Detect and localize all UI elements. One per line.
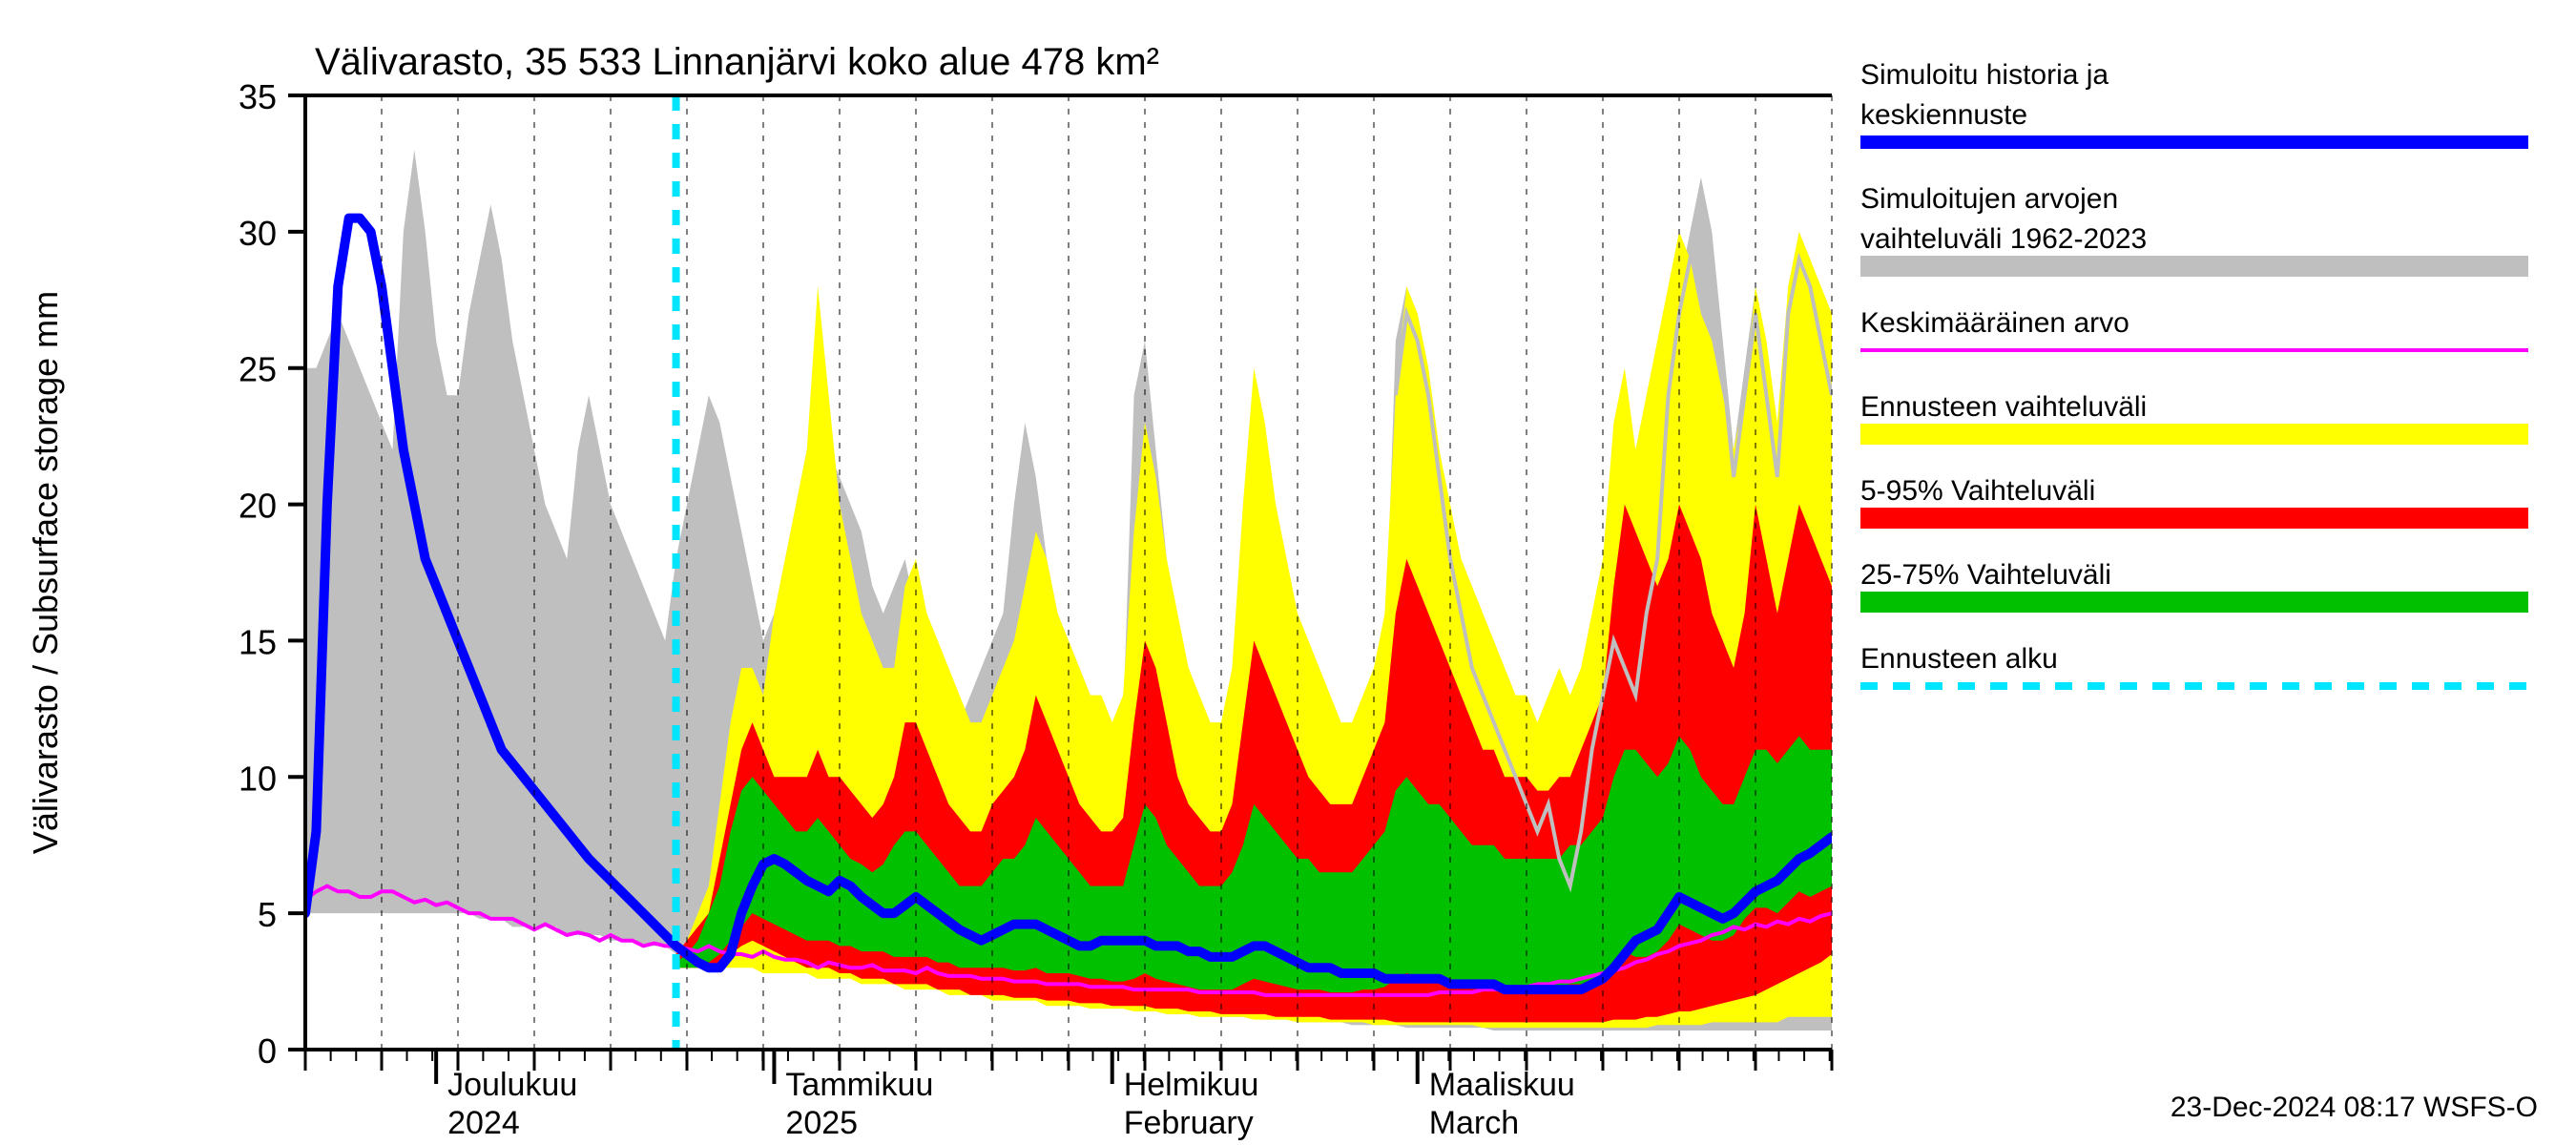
footer-timestamp: 23-Dec-2024 08:17 WSFS-O bbox=[2171, 1092, 2538, 1123]
chart-svg: 05101520253035Joulukuu2024Tammikuu2025He… bbox=[0, 0, 2576, 1145]
x-month-label: Helmikuu bbox=[1124, 1067, 1259, 1103]
legend-label: 5-95% Vaihteluväli bbox=[1860, 475, 2095, 507]
legend-label: vaihteluväli 1962-2023 bbox=[1860, 223, 2147, 255]
y-tick-label: 20 bbox=[239, 487, 277, 526]
y-tick-label: 30 bbox=[239, 214, 277, 253]
legend-label: Simuloitu historia ja bbox=[1860, 59, 2109, 91]
y-tick-label: 35 bbox=[239, 77, 277, 116]
legend-swatch bbox=[1860, 592, 2528, 613]
x-month-label: Maaliskuu bbox=[1429, 1067, 1575, 1103]
x-month-label: Tammikuu bbox=[785, 1067, 933, 1103]
y-tick-label: 25 bbox=[239, 350, 277, 389]
legend-label: Keskimääräinen arvo bbox=[1860, 307, 2129, 339]
y-tick-label: 15 bbox=[239, 622, 277, 661]
x-month-sublabel: February bbox=[1124, 1105, 1254, 1141]
x-month-sublabel: 2025 bbox=[785, 1105, 858, 1141]
y-tick-label: 10 bbox=[239, 759, 277, 798]
legend-label: Simuloitujen arvojen bbox=[1860, 183, 2118, 215]
legend-label: 25-75% Vaihteluväli bbox=[1860, 559, 2111, 591]
legend-swatch bbox=[1860, 508, 2528, 529]
y-tick-label: 5 bbox=[258, 895, 277, 934]
legend-label: Ennusteen vaihteluväli bbox=[1860, 391, 2147, 423]
legend-swatch bbox=[1860, 424, 2528, 445]
chart-root: 05101520253035Joulukuu2024Tammikuu2025He… bbox=[0, 0, 2576, 1145]
chart-title: Välivarasto, 35 533 Linnanjärvi koko alu… bbox=[315, 41, 1159, 83]
legend-label: Ennusteen alku bbox=[1860, 643, 2058, 675]
legend-label: keskiennuste bbox=[1860, 99, 2027, 131]
y-tick-label: 0 bbox=[258, 1031, 277, 1071]
x-month-sublabel: March bbox=[1429, 1105, 1519, 1141]
x-month-sublabel: 2024 bbox=[447, 1105, 520, 1141]
y-axis-label: Välivarasto / Subsurface storage mm bbox=[26, 291, 65, 854]
x-month-label: Joulukuu bbox=[447, 1067, 577, 1103]
legend-swatch bbox=[1860, 256, 2528, 277]
